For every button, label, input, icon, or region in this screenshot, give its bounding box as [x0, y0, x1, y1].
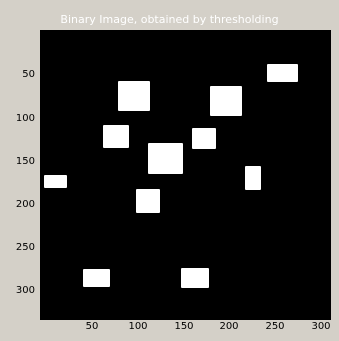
y-tick-label: 150 [15, 156, 35, 167]
x-tick-label: 150 [174, 321, 194, 332]
x-tick-label: 50 [85, 321, 99, 332]
white-region [267, 64, 298, 82]
x-tick-label: 250 [265, 321, 285, 332]
y-tick-label: 300 [15, 285, 35, 296]
x-tick-label: 200 [219, 321, 239, 332]
white-region [148, 143, 183, 174]
white-region [192, 128, 216, 149]
x-tick-label: 100 [128, 321, 148, 332]
figure-title: Binary Image, obtained by thresholding [60, 13, 279, 26]
y-tick-label: 250 [15, 242, 35, 253]
white-region [181, 268, 209, 288]
image-axes[interactable] [40, 30, 331, 320]
white-region [210, 86, 242, 116]
white-region [118, 81, 150, 111]
white-region [44, 175, 67, 188]
y-tick-label: 200 [15, 199, 35, 210]
white-region [136, 189, 160, 213]
y-tick-label: 100 [15, 113, 35, 124]
white-region [245, 166, 261, 190]
x-tick-label: 300 [311, 321, 331, 332]
white-region [103, 125, 129, 148]
y-tick-label: 50 [22, 69, 35, 80]
white-region [83, 269, 110, 287]
